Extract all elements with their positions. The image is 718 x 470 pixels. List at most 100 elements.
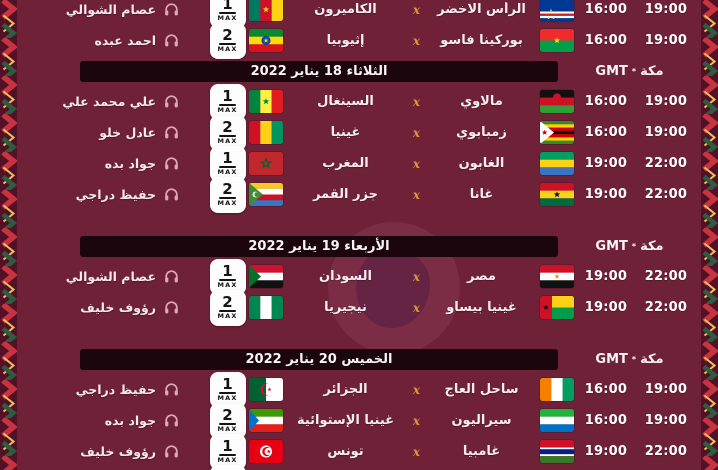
egypt-flag-icon (538, 265, 576, 288)
algeria-flag-icon (249, 378, 283, 401)
tz-star: * (631, 241, 637, 251)
channel-number: 2 (222, 26, 233, 44)
burkina-faso-flag-icon (538, 29, 576, 52)
tz-gmt-label: GMT (595, 63, 628, 79)
vs-mark: x (412, 94, 421, 109)
commentator-name: جواد بده (104, 413, 156, 428)
zimbabwe-flag-icon (538, 121, 576, 144)
channel-badge: 1 MAX (206, 258, 249, 295)
channel-max-label: MAX (217, 168, 238, 176)
time-gmt: 16:00 (584, 33, 628, 48)
headphones-icon (163, 186, 180, 203)
channel-max-label: MAX (217, 312, 238, 320)
commentator: حفيظ دراجي (17, 186, 206, 203)
commentator: رؤوف خليف (17, 443, 206, 460)
channel-max-label: MAX (217, 45, 238, 53)
day-bar: الثلاثاء 18 يناير 2022 (80, 60, 558, 82)
vs-mark: x (412, 269, 421, 284)
channel-box: 1 MAX (209, 83, 246, 120)
channel-box: 2 MAX (209, 22, 246, 59)
channel-badge: 1 MAX (206, 433, 249, 470)
guinea-flag-icon (249, 121, 283, 144)
gambia-flag-icon (538, 440, 576, 463)
cape-verde-flag-icon (538, 0, 576, 21)
team-left-name: السودان (319, 269, 372, 284)
channel-number: 2 (222, 406, 233, 424)
morocco-flag-icon (249, 152, 283, 175)
headphones-icon (163, 412, 180, 429)
channel-max-label: MAX (217, 394, 238, 402)
team-left-name: غينيا الإستوائية (296, 413, 395, 428)
commentator: احمد عبده (17, 32, 206, 49)
time-gmt: 16:00 (584, 94, 628, 109)
headphones-icon (163, 155, 180, 172)
match-row: 19:00 16:00 ساحل العاج x الجزائر 1 MAX ح… (17, 371, 701, 408)
commentator: جواد بده (17, 412, 206, 429)
match-row: MAX (17, 464, 701, 470)
commentator-name: علي محمد علي (62, 94, 156, 109)
gabon-flag-icon (538, 152, 576, 175)
channel-box: MAX (209, 464, 246, 470)
team-right-name: غامبيا (462, 444, 501, 459)
team-right-name: زمبابوي (456, 125, 507, 140)
match-row: 22:00 19:00 غانا x جزر القمر 2 MAX حفيظ … (17, 176, 701, 213)
vs-mark: x (412, 382, 421, 397)
commentator: حفيظ دراجي (17, 381, 206, 398)
headphones-icon (163, 32, 180, 49)
match-row: 22:00 19:00 الغابون x المغرب 1 MAX جواد … (17, 145, 701, 182)
commentator: علي محمد علي (17, 93, 206, 110)
channel-box: 1 MAX (209, 258, 246, 295)
channel-box: 2 MAX (209, 176, 246, 213)
team-right-name: ساحل العاج (444, 382, 519, 397)
vs-mark: x (412, 125, 421, 140)
equatorial-guinea-flag-icon (249, 409, 283, 432)
channel-divider (219, 135, 236, 137)
match-row: 19:00 16:00 الرأس الاخضر x الكاميرون 1 M… (17, 0, 701, 28)
channel-divider (219, 423, 236, 425)
team-left-name: الكاميرون (314, 2, 377, 17)
time-mecca: 19:00 (644, 2, 688, 17)
decorative-border-left-icon (0, 0, 17, 470)
channel-badge: 1 MAX (206, 83, 249, 120)
commentator-name: رؤوف خليف (80, 300, 156, 315)
tz-gmt-label: GMT (595, 238, 628, 254)
time-mecca: 22:00 (644, 187, 688, 202)
headphones-icon (163, 1, 180, 18)
channel-divider (219, 43, 236, 45)
time-mecca: 19:00 (644, 413, 688, 428)
timezone-labels: مكة * GMT (558, 64, 701, 79)
malawi-flag-icon (538, 90, 576, 113)
time-mecca: 22:00 (644, 444, 688, 459)
time-gmt: 19:00 (584, 444, 628, 459)
day-date: الأربعاء 19 يناير 2022 (248, 238, 390, 254)
time-gmt: 19:00 (584, 269, 628, 284)
match-row: 19:00 16:00 مالاوي x السينغال 1 MAX علي … (17, 83, 701, 120)
commentator-name: حفيظ دراجي (75, 187, 156, 202)
match-row: 22:00 19:00 مصر x السودان 1 MAX عصام الش… (17, 258, 701, 295)
time-gmt: 16:00 (584, 382, 628, 397)
team-left-name: جزر القمر (313, 187, 378, 202)
commentator-name: جواد بده (104, 156, 156, 171)
tz-mecca-label: مكة (640, 351, 664, 367)
channel-divider (219, 279, 236, 281)
guinea-bissau-flag-icon (538, 296, 576, 319)
time-gmt: 16:00 (584, 2, 628, 17)
channel-max-label: MAX (217, 106, 238, 114)
vs-mark: x (412, 444, 421, 459)
channel-number: 2 (222, 293, 233, 311)
channel-number: 1 (222, 375, 233, 393)
time-gmt: 16:00 (584, 125, 628, 140)
match-row: 19:00 16:00 بوركينا فاسو x إثيوبيا 2 MAX… (17, 22, 701, 59)
team-right-name: بوركينا فاسو (440, 33, 523, 48)
timezone-labels: مكة * GMT (558, 352, 701, 367)
team-left-name: السينغال (317, 94, 374, 109)
timezone-labels: مكة * GMT (558, 239, 701, 254)
cameroon-flag-icon (249, 0, 283, 21)
channel-badge: 2 MAX (206, 22, 249, 59)
sierra-leone-flag-icon (538, 409, 576, 432)
time-mecca: 22:00 (644, 156, 688, 171)
channel-badge: 2 MAX (206, 176, 249, 213)
ethiopia-flag-icon (249, 29, 283, 52)
commentator: عادل خلو (17, 124, 206, 141)
channel-max-label: MAX (217, 14, 238, 22)
